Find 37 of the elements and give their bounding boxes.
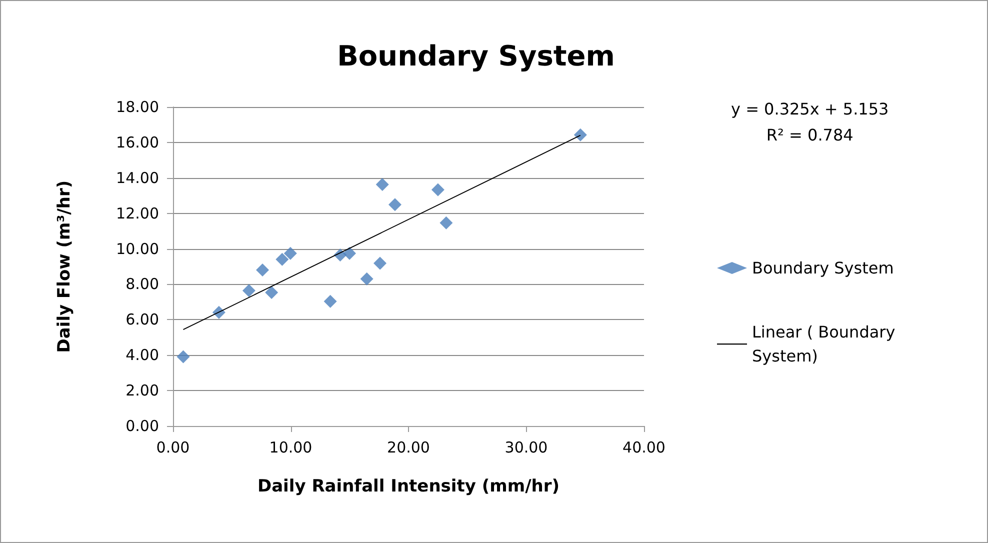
y-tick-label: 8.00 <box>126 275 159 294</box>
x-tick-label: 10.00 <box>269 438 312 456</box>
text: y = 0.325x + 5.153 <box>731 100 889 118</box>
point <box>176 350 190 364</box>
legend-label: Boundary System <box>752 258 894 278</box>
y-tick-label: 4.00 <box>126 346 159 364</box>
point <box>256 264 269 277</box>
y-tick-label: 6.00 <box>126 310 159 329</box>
point <box>284 246 297 260</box>
x-axis-title: Daily Rainfall Intensity (mm/hr) <box>257 476 560 496</box>
point <box>242 284 256 298</box>
point <box>376 178 389 191</box>
point <box>343 246 356 260</box>
point <box>324 294 337 308</box>
x-tick-label: 40.00 <box>622 438 666 456</box>
point <box>431 183 444 196</box>
chart-title: Boundary System <box>337 40 615 72</box>
point <box>388 198 402 212</box>
y-tick-label: 10.00 <box>116 240 159 258</box>
legend-label: Linear ( Boundary System) <box>752 322 900 366</box>
y-tick-label: 2.00 <box>126 382 159 400</box>
y-tick-label: 12.00 <box>116 204 159 222</box>
x-tick-label: 30.00 <box>504 438 548 456</box>
point <box>276 252 289 266</box>
point <box>374 256 387 270</box>
point <box>265 286 278 300</box>
point <box>360 272 374 286</box>
x-tick-label: 20.00 <box>387 438 430 456</box>
y-tick-label: 0.00 <box>126 417 159 435</box>
x-tick-label: 0.00 <box>156 438 190 456</box>
y-tick-label: 18.00 <box>116 98 159 116</box>
y-tick-label: 16.00 <box>116 133 159 152</box>
y-tick-label: 14.00 <box>116 168 159 187</box>
point <box>574 128 587 142</box>
y-axis-title: Daily Flow (m³/hr) <box>54 180 74 353</box>
text: R² = 0.784 <box>766 126 854 144</box>
point <box>440 216 453 230</box>
